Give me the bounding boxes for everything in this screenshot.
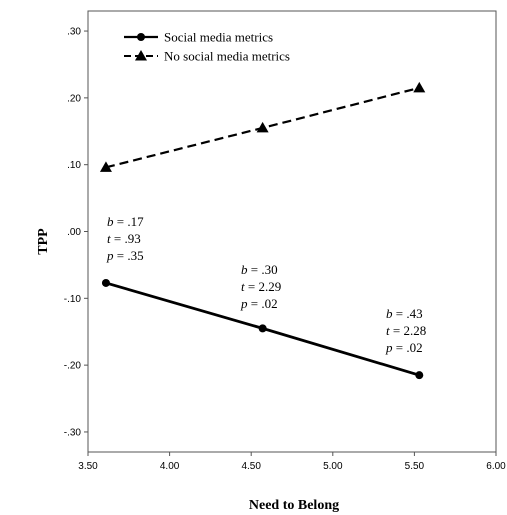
y-tick-label: .20 <box>67 93 81 104</box>
x-tick-label: 3.50 <box>78 461 98 472</box>
y-tick-label: -.20 <box>64 361 82 372</box>
y-tick-label: -.10 <box>64 294 82 305</box>
circle-marker <box>101 278 110 287</box>
x-tick-label: 4.50 <box>241 461 261 472</box>
triangle-marker <box>256 121 269 133</box>
annotation-b: b = .43 <box>386 306 423 321</box>
legend-label: No social media metrics <box>164 49 290 64</box>
annotation-t: t = .93 <box>107 231 141 246</box>
annotation-p: p = .02 <box>240 296 278 311</box>
x-tick-label: 4.00 <box>160 461 180 472</box>
annotation-b: b = .17 <box>107 214 144 229</box>
annotation-t: t = 2.29 <box>241 279 281 294</box>
circle-marker <box>415 371 424 380</box>
x-tick-label: 5.50 <box>405 461 425 472</box>
annotation-b: b = .30 <box>241 262 278 277</box>
y-tick-label: -.30 <box>64 427 82 438</box>
legend-circle-marker <box>137 33 145 41</box>
y-tick-label: .30 <box>67 27 81 38</box>
plot-frame <box>87 10 497 453</box>
y-tick-label: .10 <box>67 160 81 171</box>
triangle-marker <box>413 81 426 93</box>
legend-label: Social media metrics <box>164 30 273 45</box>
x-tick-label: 5.00 <box>323 461 343 472</box>
triangle-marker <box>99 161 112 172</box>
annotation-t: t = 2.28 <box>386 323 426 338</box>
x-axis-title: Need to Belong <box>249 498 339 513</box>
annotation-p: p = .02 <box>385 340 423 355</box>
y-axis-title: TPP <box>36 228 51 255</box>
y-tick-label: .00 <box>67 227 81 238</box>
x-tick-label: 6.00 <box>486 461 506 472</box>
circle-marker <box>258 324 267 333</box>
legend-triangle-marker <box>135 50 147 61</box>
annotation-p: p = .35 <box>106 248 144 263</box>
